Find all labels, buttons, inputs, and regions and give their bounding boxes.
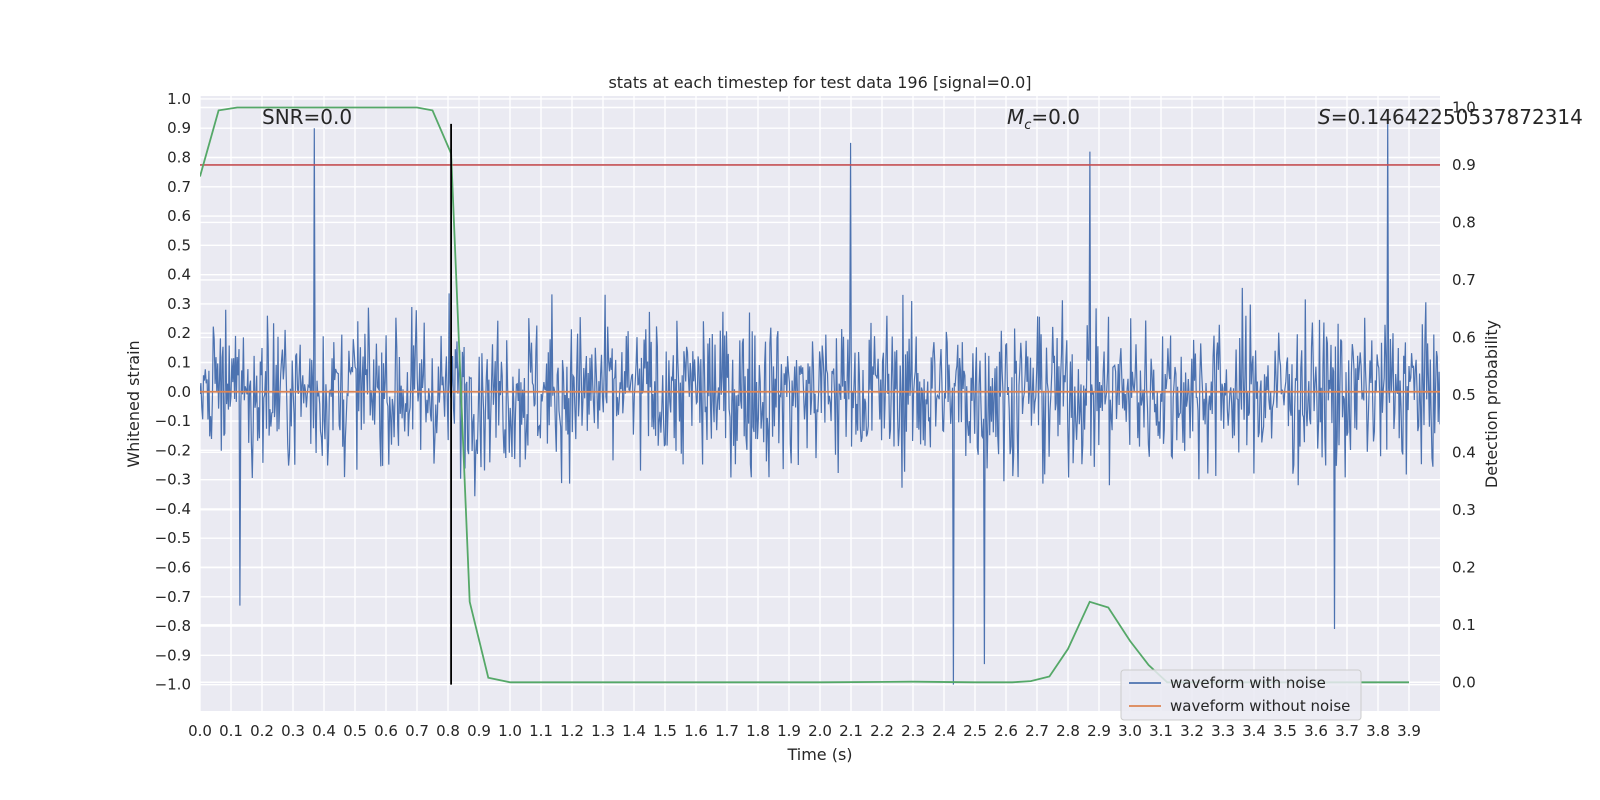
x-tick-label: 0.5 <box>343 722 367 740</box>
x-tick-labels: 0.0 0.1 0.2 0.3 0.4 0.5 0.6 0.7 0.8 0.9 1.0 1.1 1.2 1… <box>188 722 1421 740</box>
y-tick-label: 0.6 <box>167 207 191 225</box>
x-tick-label: 2.1 <box>839 722 863 740</box>
x-tick-label: 0.9 <box>467 722 491 740</box>
x-tick-label: 2.7 <box>1025 722 1049 740</box>
y2-tick-label: 0.0 <box>1452 673 1476 691</box>
y-tick-label: 0.1 <box>167 354 191 372</box>
y2-tick-label: 0.2 <box>1452 558 1476 576</box>
x-tick-label: 0.0 <box>188 722 212 740</box>
y-tick-label: 0.0 <box>167 383 191 401</box>
x-tick-label: 0.3 <box>281 722 305 740</box>
y-tick-label: 0.8 <box>167 149 191 167</box>
x-tick-label: 2.8 <box>1056 722 1080 740</box>
y-tick-label: −0.8 <box>155 617 191 635</box>
legend-box <box>1120 669 1362 721</box>
y2-tick-labels: 1.0 0.9 0.8 0.7 0.6 0.5 0.4 0.3 0.2 0.1 0.0 <box>1452 98 1476 691</box>
y2-tick-label: 0.4 <box>1452 443 1476 461</box>
x-tick-label: 3.0 <box>1118 722 1142 740</box>
x-tick-label: 3.3 <box>1211 722 1235 740</box>
legend: waveform with noise waveform without noi… <box>1120 669 1362 721</box>
x-tick-label: 1.2 <box>560 722 584 740</box>
mc-value: =0.0 <box>1031 105 1080 129</box>
x-tick-label: 1.1 <box>529 722 553 740</box>
y-gridlines <box>200 98 1440 686</box>
y2-tick-label: 0.3 <box>1452 501 1476 519</box>
x-tick-label: 1.4 <box>622 722 646 740</box>
y-tick-label: 0.2 <box>167 324 191 342</box>
y-tick-label: 0.3 <box>167 295 191 313</box>
x-tick-label: 2.9 <box>1087 722 1111 740</box>
snr-annotation: SNR=0.0 <box>262 105 352 129</box>
y-tick-label: 0.7 <box>167 178 191 196</box>
y-tick-label: −0.2 <box>155 441 191 459</box>
x-tick-label: 3.5 <box>1273 722 1297 740</box>
y2-tick-label: 0.9 <box>1452 156 1476 174</box>
x-tick-label: 2.3 <box>901 722 925 740</box>
y2-tick-label: 0.5 <box>1452 386 1476 404</box>
x-tick-label: 3.9 <box>1397 722 1421 740</box>
x-tick-label: 3.1 <box>1149 722 1173 740</box>
x-tick-label: 1.7 <box>715 722 739 740</box>
x-tick-label: 2.5 <box>963 722 987 740</box>
y-tick-label: −0.6 <box>155 559 191 577</box>
y-tick-label: −0.4 <box>155 500 191 518</box>
x-tick-label: 1.6 <box>684 722 708 740</box>
s-annotation: S=0.14642250537872314 <box>1318 105 1583 129</box>
y-tick-label: 1.0 <box>167 90 191 108</box>
y-tick-label: −1.0 <box>155 676 191 694</box>
y2-tick-label: 0.6 <box>1452 328 1476 346</box>
x-tick-label: 2.2 <box>870 722 894 740</box>
y-axis-label: Whitened strain <box>124 340 143 467</box>
y-tick-label: −0.7 <box>155 588 191 606</box>
detection-probability-line <box>200 106 1409 684</box>
x-tick-label: 0.8 <box>436 722 460 740</box>
y-tick-label: 0.5 <box>167 236 191 254</box>
x-tick-label: 3.7 <box>1335 722 1359 740</box>
legend-label-clean: waveform without noise <box>1170 697 1350 715</box>
x-tick-label: 2.6 <box>994 722 1018 740</box>
x-axis-label: Time (s) <box>786 745 852 764</box>
y2-tick-label: 0.7 <box>1452 271 1476 289</box>
s-value: =0.14642250537872314 <box>1331 105 1583 129</box>
mc-symbol: M <box>1007 105 1024 129</box>
y2-tick-label: 0.8 <box>1452 213 1476 231</box>
x-tick-label: 3.8 <box>1366 722 1390 740</box>
x-tick-label: 2.4 <box>932 722 956 740</box>
x-tick-label: 0.7 <box>405 722 429 740</box>
waveform-with-noise-line <box>200 119 1440 685</box>
y-tick-label: 0.9 <box>167 119 191 137</box>
chart-title: stats at each timestep for test data 196… <box>608 73 1031 92</box>
x-tick-label: 1.8 <box>746 722 770 740</box>
s-symbol: S <box>1318 105 1331 129</box>
x-tick-label: 0.2 <box>250 722 274 740</box>
y-tick-labels: 1.0 0.9 0.8 0.7 0.6 0.5 0.4 0.3 0.2 0.1 0.0 −0.1 −0.… <box>155 90 191 694</box>
x-tick-label: 1.9 <box>777 722 801 740</box>
x-tick-label: 3.4 <box>1242 722 1266 740</box>
y-tick-label: −0.5 <box>155 529 191 547</box>
x-tick-label: 1.0 <box>498 722 522 740</box>
y2-tick-label: 0.1 <box>1452 616 1476 634</box>
y-tick-label: −0.9 <box>155 646 191 664</box>
x-tick-label: 0.6 <box>374 722 398 740</box>
y-tick-label: −0.3 <box>155 471 191 489</box>
x-tick-label: 0.1 <box>219 722 243 740</box>
y2-tick-label: 1.0 <box>1452 98 1476 116</box>
y-tick-label: 0.4 <box>167 266 191 284</box>
mc-subscript: c <box>1024 118 1031 133</box>
x-tick-label: 1.3 <box>591 722 615 740</box>
y-tick-label: −0.1 <box>155 412 191 430</box>
mc-annotation: Mc=0.0 <box>1007 105 1080 133</box>
x-tick-label: 0.4 <box>312 722 336 740</box>
x-tick-label: 1.5 <box>653 722 677 740</box>
x-tick-label: 2.0 <box>808 722 832 740</box>
legend-label-noise: waveform with noise <box>1170 674 1326 692</box>
y2-axis-label: Detection probability <box>1482 320 1501 488</box>
x-tick-label: 3.2 <box>1180 722 1204 740</box>
x-tick-label: 3.6 <box>1304 722 1328 740</box>
